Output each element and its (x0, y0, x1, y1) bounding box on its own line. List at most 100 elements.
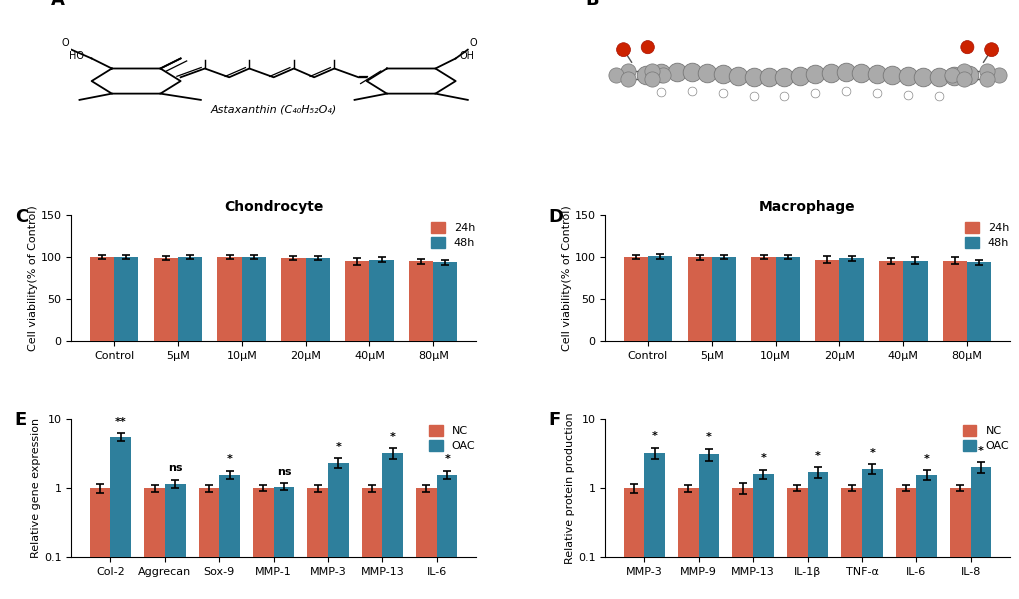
Point (806, 88, 822, 98)
Bar (915, 475, 936, 599)
Bar (382, 453, 403, 599)
Point (714, 69, 731, 79)
Bar (306, 258, 329, 341)
Bar (949, 488, 970, 599)
Bar (942, 261, 966, 341)
Bar (647, 256, 672, 341)
Text: HO: HO (68, 51, 84, 61)
Bar (839, 258, 863, 341)
Point (978, 66, 995, 75)
Bar (970, 467, 990, 599)
Point (837, 86, 853, 96)
Text: F: F (548, 411, 560, 429)
Text: *: * (705, 432, 711, 442)
Bar (814, 260, 839, 341)
Bar (433, 262, 458, 341)
Bar (786, 488, 807, 599)
Text: **: ** (115, 416, 126, 426)
Point (821, 68, 838, 78)
Bar (903, 261, 926, 341)
Bar (623, 258, 647, 341)
Bar (409, 262, 433, 341)
Point (868, 69, 884, 78)
Point (958, 43, 974, 52)
Point (929, 72, 946, 82)
Bar (774, 258, 799, 341)
Point (620, 66, 636, 75)
Bar (242, 258, 266, 341)
Point (699, 68, 715, 78)
Bar (644, 453, 664, 599)
Text: *: * (977, 446, 983, 456)
Text: D: D (548, 208, 564, 226)
Text: *: * (335, 441, 341, 452)
Bar (273, 486, 294, 599)
Bar (732, 488, 752, 599)
Y-axis label: Relative protein production: Relative protein production (565, 412, 575, 564)
Point (614, 45, 631, 55)
Bar (966, 262, 990, 341)
Bar (678, 488, 698, 599)
Text: OH: OH (460, 51, 474, 61)
Text: *: * (923, 453, 928, 464)
Bar (90, 258, 114, 341)
Bar (199, 488, 219, 599)
Y-axis label: Cell viability(% of Control): Cell viability(% of Control) (28, 205, 38, 351)
Title: Macrophage: Macrophage (758, 200, 855, 214)
Text: C: C (14, 208, 28, 226)
Bar (369, 260, 393, 341)
Text: B: B (585, 0, 598, 10)
Bar (895, 488, 915, 599)
Point (760, 72, 776, 82)
Point (639, 43, 655, 52)
Bar (253, 488, 273, 599)
Point (652, 68, 668, 78)
Point (683, 86, 699, 96)
Point (654, 70, 671, 80)
Bar (752, 474, 773, 599)
Point (853, 68, 869, 77)
Legend: NC, OAC: NC, OAC (426, 422, 478, 455)
Point (652, 87, 668, 97)
Text: A: A (51, 0, 65, 10)
Text: *: * (651, 431, 657, 441)
Text: *: * (226, 454, 232, 464)
Bar (807, 472, 827, 599)
Bar (878, 261, 903, 341)
Legend: 24h, 48h: 24h, 48h (428, 219, 478, 252)
Point (683, 68, 699, 77)
Bar (436, 475, 458, 599)
Point (929, 91, 946, 101)
Text: ns: ns (168, 464, 182, 473)
Bar (861, 469, 881, 599)
Bar (362, 488, 382, 599)
Text: *: * (814, 450, 820, 461)
Point (989, 70, 1006, 80)
Point (745, 91, 761, 101)
Point (883, 70, 900, 80)
Bar (110, 437, 131, 599)
Point (667, 68, 684, 77)
Bar (698, 454, 718, 599)
Text: *: * (868, 447, 874, 458)
Point (914, 72, 930, 82)
Point (960, 70, 976, 80)
Bar (416, 488, 436, 599)
Text: E: E (14, 411, 26, 429)
Text: O: O (470, 38, 477, 49)
Point (868, 87, 884, 97)
Text: *: * (444, 454, 449, 464)
Y-axis label: Relative gene expression: Relative gene expression (32, 418, 41, 558)
Text: *: * (760, 453, 765, 463)
Text: Astaxanthin (C₄₀H₅₂O₄): Astaxanthin (C₄₀H₅₂O₄) (210, 105, 336, 115)
Bar (623, 488, 644, 599)
Point (620, 74, 636, 83)
Point (643, 74, 659, 83)
Text: *: * (389, 432, 395, 441)
Bar (344, 262, 369, 341)
Legend: 24h, 48h: 24h, 48h (961, 219, 1011, 252)
Bar (219, 475, 239, 599)
Point (791, 71, 807, 80)
Point (714, 89, 731, 98)
Bar (165, 484, 185, 599)
